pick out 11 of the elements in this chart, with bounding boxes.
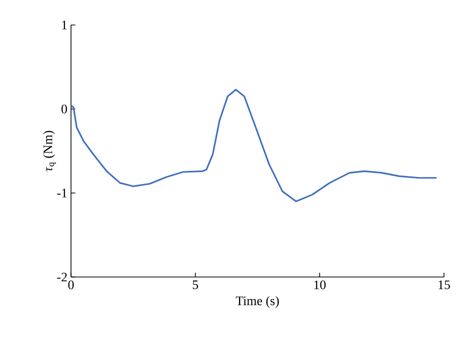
x-tick-label: 10 <box>314 280 326 290</box>
x-tick-label: 5 <box>192 280 198 290</box>
line-series <box>70 88 438 202</box>
y-tick-label: -1 <box>57 188 67 198</box>
y-tick-label: 1 <box>62 20 67 30</box>
x-tick-label: 15 <box>438 280 450 290</box>
y-tick-label: -2 <box>57 272 67 282</box>
y-tick-label: 0 <box>62 104 67 114</box>
y-axis-title: τ$_{q}$ (Nm) <box>43 130 56 172</box>
x-axis-title: Time (s) <box>236 296 279 308</box>
x-tick-label: 0 <box>68 280 74 290</box>
